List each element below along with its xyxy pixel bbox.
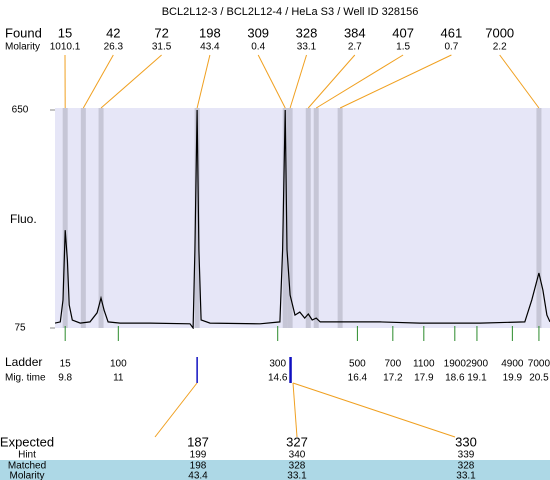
connector (292, 382, 456, 438)
found-size: 72 (154, 25, 168, 40)
table-cell: 328 (458, 461, 475, 472)
table-cell: 339 (458, 450, 475, 461)
y-tick-label: 650 (12, 105, 29, 116)
mig-time-label: Mig. time (5, 373, 46, 384)
ladder-time: 11 (113, 373, 124, 384)
ladder-size: 2900 (466, 359, 489, 370)
ladder-time: 19.9 (503, 373, 523, 384)
peak-band (282, 108, 288, 328)
table-cell: 327 (286, 434, 308, 449)
ladder-size: 500 (349, 359, 366, 370)
peak-band (80, 108, 86, 328)
peak-band (194, 108, 200, 328)
table-cell: 199 (190, 450, 207, 461)
matched-band (0, 460, 550, 480)
found-label: Found (5, 25, 42, 40)
ladder-time: 9.8 (58, 373, 72, 384)
found-molarity: 0.4 (251, 42, 265, 53)
peak-band (536, 108, 542, 328)
found-molarity: 2.7 (348, 42, 362, 53)
ladder-time: 14.6 (268, 373, 288, 384)
found-size: 461 (441, 25, 463, 40)
table-cell: 43.4 (188, 471, 208, 480)
ladder-size: 7000 (528, 359, 550, 370)
peak-connector (257, 54, 286, 109)
ladder-size: 300 (269, 359, 286, 370)
found-size: 384 (344, 25, 366, 40)
found-size: 328 (296, 25, 318, 40)
plot-area (55, 108, 550, 328)
found-size: 309 (247, 25, 269, 40)
ladder-size: 100 (110, 359, 127, 370)
table-cell: 340 (289, 450, 306, 461)
y-axis-label: Fluo. (10, 212, 37, 226)
found-molarity: 26.3 (104, 42, 124, 53)
table-cell: 330 (455, 434, 477, 449)
peak-connector (100, 54, 162, 109)
found-molarity: 33.1 (297, 42, 317, 53)
ladder-time: 20.5 (529, 373, 549, 384)
ladder-time: 19.1 (467, 373, 487, 384)
ladder-time: 17.2 (383, 373, 403, 384)
found-size: 407 (392, 25, 414, 40)
molarity-label: Molarity (5, 42, 40, 53)
ladder-time: 18.6 (445, 373, 465, 384)
ladder-size: 15 (60, 359, 72, 370)
ladder-label: Ladder (5, 355, 42, 369)
table-cell: 187 (187, 434, 209, 449)
table-cell: 198 (190, 461, 207, 472)
connector (154, 382, 198, 438)
ladder-time: 16.4 (348, 373, 368, 384)
found-molarity: 43.4 (200, 42, 220, 53)
found-size: 198 (199, 25, 221, 40)
y-tick-label: 75 (14, 323, 26, 334)
ladder-time: 17.9 (414, 373, 434, 384)
found-size: 42 (106, 25, 120, 40)
found-molarity: 0.7 (444, 42, 458, 53)
found-molarity: 31.5 (152, 42, 172, 53)
table-cell: 33.1 (287, 471, 307, 480)
row-label: Molarity (9, 471, 44, 480)
row-label: Hint (18, 450, 36, 461)
title: BCL2L12-3 / BCL2L12-4 / HeLa S3 / Well I… (162, 6, 419, 18)
found-size: 15 (58, 25, 72, 40)
connector (292, 382, 298, 438)
peak-band (62, 108, 68, 328)
ladder-size: 1100 (413, 359, 435, 370)
row-label: Matched (8, 461, 46, 472)
table-cell: 328 (289, 461, 306, 472)
ladder-size: 1900 (444, 359, 467, 370)
ladder-size: 4900 (501, 359, 524, 370)
peak-band (305, 108, 311, 328)
peak-connector (339, 54, 452, 109)
peak-band (98, 108, 104, 328)
found-size: 7000 (485, 25, 514, 40)
ladder-size: 700 (384, 359, 401, 370)
found-molarity: 2.2 (493, 42, 507, 53)
peak-connector (82, 54, 114, 109)
peak-connector (289, 54, 307, 109)
peak-connector (307, 54, 356, 109)
row-label: Expected (0, 434, 54, 449)
peak-band (337, 108, 343, 328)
peak-connector (315, 54, 404, 109)
peak-band (313, 108, 319, 328)
table-cell: 33.1 (456, 471, 476, 480)
found-molarity: 1.5 (396, 42, 410, 53)
found-molarity: 1010.1 (50, 42, 81, 53)
peak-connector (499, 54, 540, 109)
peak-connector (196, 54, 211, 109)
peak-band (287, 108, 293, 328)
trace (55, 109, 550, 329)
